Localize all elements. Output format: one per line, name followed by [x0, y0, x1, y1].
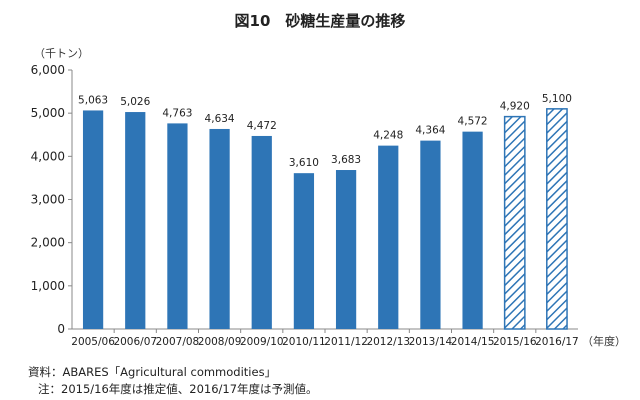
bar-value-label: 4,763 [162, 107, 192, 119]
y-tick-label: 6,000 [31, 63, 65, 77]
x-tick-label: 2015/16 [493, 336, 537, 348]
bar [420, 140, 441, 329]
bar-value-label: 3,683 [331, 154, 361, 166]
bar [462, 131, 483, 329]
x-tick-label: 2013/14 [409, 336, 453, 348]
bar-value-label: 3,610 [289, 157, 319, 169]
bar [167, 123, 188, 330]
bar [209, 128, 230, 329]
bar-value-label: 5,063 [78, 94, 108, 106]
bar [251, 135, 272, 329]
x-axis-unit-label: （年度） [582, 335, 626, 348]
bar-value-label: 4,920 [500, 101, 530, 113]
x-tick-label: 2008/09 [198, 336, 242, 348]
y-tick-label: 4,000 [31, 149, 65, 163]
x-tick-label: 2011/12 [324, 336, 368, 348]
x-tick-label: 2009/10 [240, 336, 284, 348]
x-tick-label: 2005/06 [71, 336, 115, 348]
bar-value-label: 4,472 [247, 120, 277, 132]
x-tick-label: 2016/17 [535, 336, 579, 348]
y-tick-label: 2,000 [31, 236, 65, 250]
bar [293, 173, 315, 329]
bar-value-label: 5,100 [542, 93, 572, 105]
bar [125, 112, 146, 329]
y-tick-label: 3,000 [31, 193, 65, 207]
source-note: 資料：ABARES「Agricultural commodities」 [28, 365, 277, 379]
y-axis-unit-label: （千トン） [34, 47, 89, 60]
bar-value-label: 4,364 [415, 125, 445, 137]
bar [335, 170, 357, 329]
bar-estimate [546, 108, 568, 330]
bar-value-label: 4,248 [373, 130, 403, 142]
y-tick-label: 5,000 [31, 106, 65, 120]
x-tick-label: 2014/15 [451, 336, 495, 348]
x-tick-label: 2006/07 [113, 336, 157, 348]
bar [378, 145, 399, 329]
bar [82, 110, 104, 329]
bar-value-label: 5,026 [120, 96, 150, 108]
bar-value-label: 4,634 [205, 113, 235, 125]
x-tick-label: 2010/11 [282, 336, 326, 348]
footnote: 注：2015/16年度は推定値、2016/17年度は予測値。 [38, 382, 318, 396]
x-tick-label: 2007/08 [156, 336, 200, 348]
bar-value-label: 4,572 [458, 116, 488, 128]
x-tick-label: 2012/13 [366, 336, 410, 348]
chart-title: 図10 砂糖生産量の推移 [234, 12, 406, 30]
y-tick-label: 1,000 [31, 279, 65, 293]
y-tick-label: 0 [57, 322, 65, 336]
bar-estimate [503, 115, 526, 330]
